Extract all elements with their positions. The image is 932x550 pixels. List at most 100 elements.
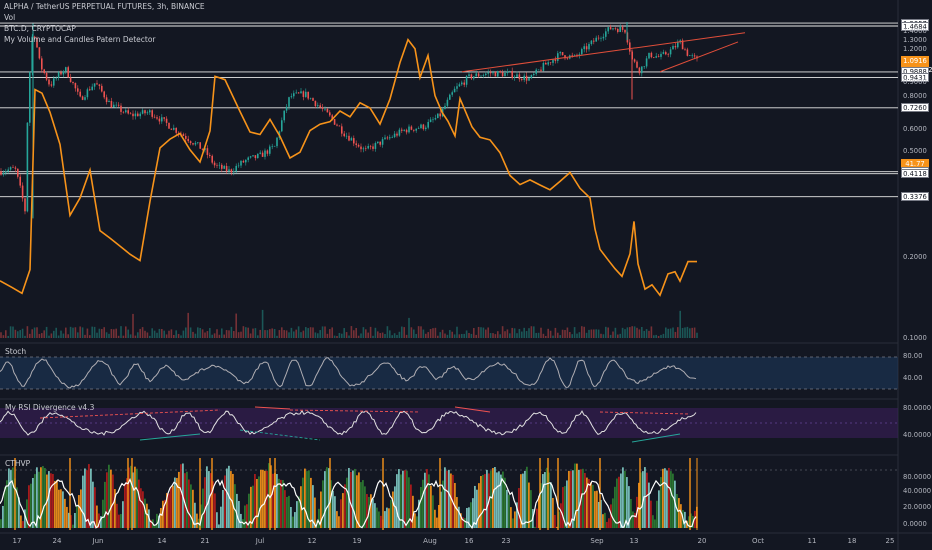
volume-bar	[653, 335, 655, 338]
cthvp-bar	[648, 482, 650, 528]
candle-body	[542, 62, 545, 71]
cthvp-bar	[22, 521, 24, 528]
candle-body	[216, 165, 218, 166]
stoch-pane-label[interactable]: Stoch	[5, 347, 27, 356]
candle-body	[605, 31, 607, 37]
volume-bar	[475, 334, 477, 338]
cthvp-bar	[154, 524, 156, 528]
candle-body	[348, 135, 350, 141]
candle-body	[617, 29, 619, 32]
rsi-pane-label[interactable]: My RSI Divergence v4.3	[5, 403, 95, 412]
indicator-btcd-label[interactable]: BTC.D, CRYPTOCAP	[4, 24, 76, 33]
volume-bar	[365, 329, 367, 338]
candle-body	[513, 76, 516, 78]
cthvp-bar	[554, 514, 556, 528]
cthvp-bar	[688, 516, 690, 528]
time-tick-label: 24	[52, 537, 62, 545]
cthvp-bar	[188, 479, 190, 528]
volume-bar	[470, 333, 473, 338]
volume-bar	[679, 310, 681, 338]
candle-body	[684, 49, 686, 50]
candle-body	[264, 150, 266, 157]
cthvp-bar	[366, 494, 368, 528]
volume-bar	[422, 329, 425, 338]
volume-bar	[665, 327, 667, 338]
volume-bar	[434, 327, 437, 338]
candle-body	[127, 110, 129, 114]
volume-bar	[117, 335, 120, 338]
candle-body	[209, 154, 211, 156]
cthvp-bar	[292, 516, 294, 528]
candle-body	[693, 55, 696, 57]
cthvp-bar	[220, 506, 222, 528]
cthvp-bar	[668, 467, 670, 528]
candle-body	[21, 185, 24, 199]
candle-body	[321, 107, 324, 109]
cthvp-pane-label[interactable]: CTHVP	[5, 459, 31, 468]
time-tick-label: 25	[885, 537, 895, 545]
volume-bar	[242, 326, 245, 338]
cthvp-bar	[424, 472, 426, 528]
volume-bar	[125, 326, 127, 338]
time-tick-label: 13	[629, 537, 639, 545]
candle-body	[499, 71, 501, 73]
volume-bar	[655, 334, 657, 338]
cthvp-bar	[6, 480, 8, 528]
indicator-vol-label[interactable]: Vol	[4, 13, 16, 22]
candle-body	[67, 67, 69, 78]
cthvp-bar	[576, 463, 578, 528]
cthvp-bar	[502, 471, 504, 528]
volume-bar	[593, 329, 595, 338]
indicator-pattern-label[interactable]: My Volume and Candles Patern Detector	[4, 35, 156, 44]
cthvp-bar	[296, 501, 298, 528]
volume-bar	[681, 327, 684, 338]
cthvp-bar	[584, 472, 586, 528]
volume-bar	[144, 330, 146, 338]
cthvp-bar	[246, 504, 248, 528]
time-tick-label: Jun	[92, 537, 104, 545]
volume-bar	[314, 332, 317, 338]
volume-bar	[506, 329, 509, 338]
cthvp-bar	[224, 475, 226, 528]
cthvp-bar	[156, 513, 158, 528]
time-tick-label: Oct	[751, 537, 765, 545]
candle-body	[161, 117, 163, 122]
volume-bar	[21, 328, 24, 338]
volume-bar	[283, 330, 285, 338]
candle-body	[173, 127, 175, 130]
symbol-title[interactable]: ALPHA / TetherUS PERPETUAL FUTURES, 3h, …	[4, 2, 205, 11]
volume-bar	[542, 333, 545, 338]
rsi-divergence	[254, 406, 291, 410]
cthvp-bar	[180, 464, 182, 528]
candle-body	[69, 77, 72, 82]
cthvp-axis-80: 80.0000	[903, 473, 932, 481]
candle-body	[113, 104, 115, 108]
candle-body	[432, 119, 434, 121]
volume-bar	[662, 333, 665, 338]
cthvp-bar	[48, 471, 50, 528]
cthvp-bar	[398, 469, 400, 528]
volume-bar	[590, 329, 593, 338]
cthvp-bar	[78, 495, 80, 528]
volume-bar	[180, 335, 182, 338]
candle-body	[446, 99, 449, 106]
candle-body	[482, 75, 485, 76]
volume-bar	[451, 331, 453, 338]
candle-body	[81, 96, 84, 100]
volume-bar	[525, 331, 528, 338]
price-level-label: 1.4684	[901, 21, 929, 31]
cthvp-bar	[380, 515, 382, 528]
cthvp-bar	[612, 498, 614, 528]
candle-body	[170, 128, 173, 130]
volume-bar	[33, 327, 36, 338]
candle-body	[468, 74, 470, 77]
cthvp-bar	[582, 468, 584, 528]
cthvp-bar	[430, 485, 432, 528]
candle-body	[43, 69, 45, 74]
cthvp-bar	[468, 507, 470, 528]
volume-bar	[374, 327, 377, 338]
cthvp-bar	[184, 473, 186, 528]
volume-bar	[84, 334, 86, 338]
time-tick-label: Aug	[423, 537, 437, 545]
